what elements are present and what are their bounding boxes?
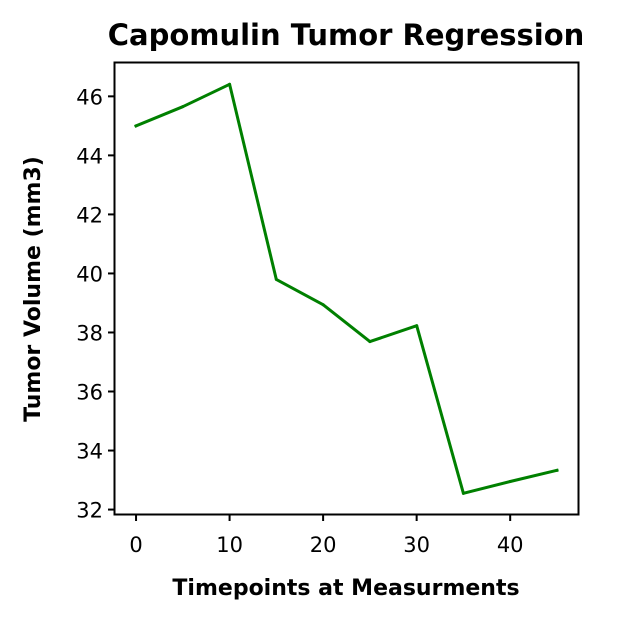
x-tick-label: 20 bbox=[310, 533, 337, 557]
y-tick-label: 38 bbox=[76, 321, 103, 345]
y-tick-label: 42 bbox=[76, 203, 103, 227]
y-tick-label: 44 bbox=[76, 144, 103, 168]
y-tick-label: 34 bbox=[76, 440, 103, 464]
y-tick-label: 40 bbox=[76, 262, 103, 286]
series-line-0 bbox=[134, 82, 559, 495]
x-axis: 0 10 20 30 40 bbox=[129, 514, 524, 557]
data-point bbox=[461, 491, 465, 495]
y-axis-label: Tumor Volume (mm3) bbox=[21, 156, 46, 422]
x-axis-label: Timepoints at Measurments bbox=[172, 576, 519, 601]
x-tick-label: 10 bbox=[216, 533, 243, 557]
data-point bbox=[415, 324, 419, 328]
x-tick-label: 40 bbox=[497, 533, 524, 557]
data-point bbox=[368, 340, 372, 344]
x-tick-label: 30 bbox=[403, 533, 430, 557]
data-point bbox=[228, 82, 232, 86]
x-tick-label: 0 bbox=[129, 533, 142, 557]
y-tick-label: 36 bbox=[76, 381, 103, 405]
data-point bbox=[134, 124, 138, 128]
data-point bbox=[321, 303, 325, 307]
y-tick-label: 46 bbox=[76, 85, 103, 109]
data-point bbox=[181, 105, 185, 109]
chart-title: Capomulin Tumor Regression bbox=[108, 18, 585, 52]
data-point bbox=[274, 277, 278, 281]
y-tick-label: 32 bbox=[76, 499, 103, 523]
data-point bbox=[508, 480, 512, 484]
y-axis: 32 34 36 38 40 42 44 46 bbox=[76, 85, 115, 523]
series-layer bbox=[134, 82, 559, 495]
data-point bbox=[555, 468, 559, 472]
plot-frame bbox=[113, 61, 580, 516]
